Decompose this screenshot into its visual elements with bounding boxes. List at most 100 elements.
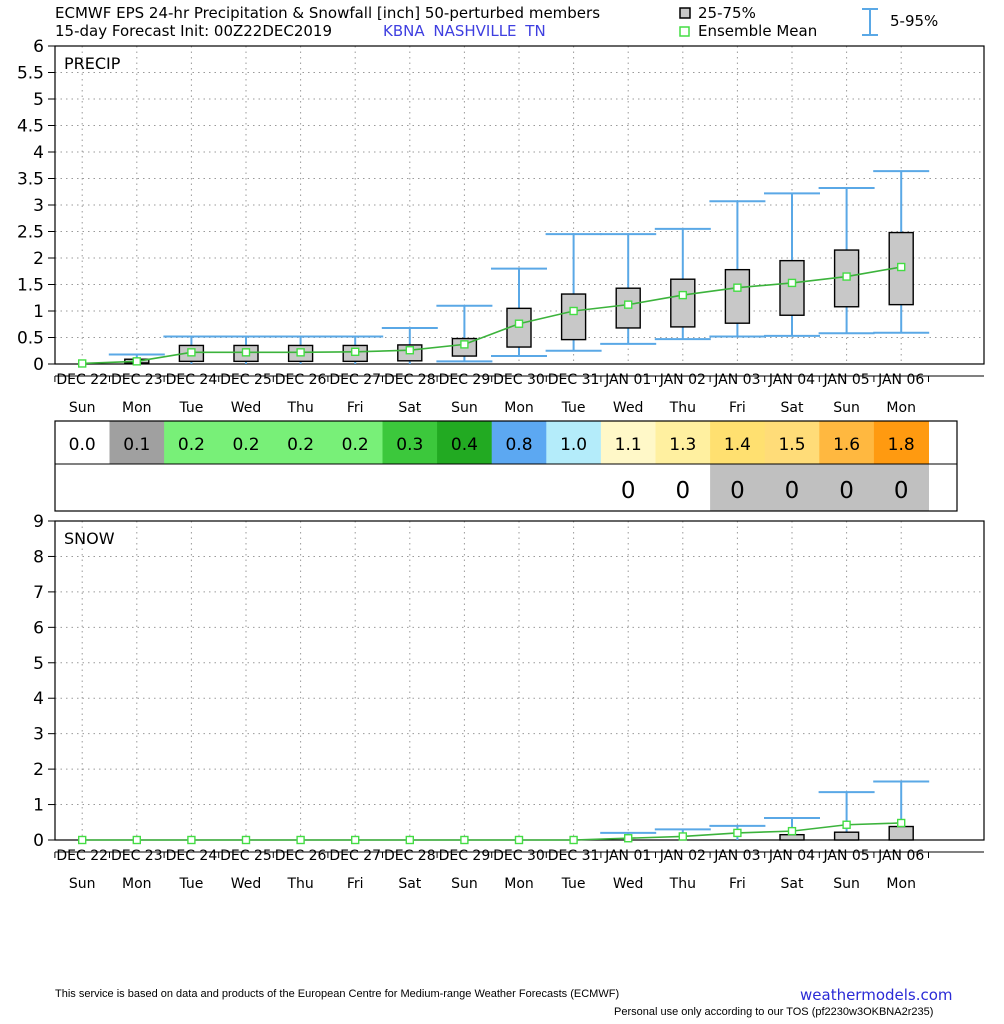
- precip-total-cell: [819, 421, 875, 464]
- legend-range-label: 5-95%: [890, 12, 939, 30]
- chart-title: ECMWF EPS 24-hr Precipitation & Snowfall…: [55, 4, 601, 22]
- mean-marker: [842, 272, 851, 281]
- mean-marker: [351, 835, 360, 845]
- mean-marker: [787, 826, 797, 836]
- x-date-label: DEC 25: [220, 848, 272, 864]
- mean-marker: [624, 834, 633, 843]
- x-date-label: DEC 29: [439, 372, 491, 388]
- precip-total-value: 0.4: [451, 435, 478, 455]
- y-tick-label: 8: [33, 547, 44, 567]
- x-weekday-label: Thu: [286, 400, 313, 416]
- x-weekday-label: Sun: [451, 400, 478, 416]
- footer-tos: Personal use only according to our TOS (…: [614, 1006, 934, 1018]
- y-tick-label: 0: [33, 355, 44, 375]
- x-date-label: JAN 02: [659, 372, 706, 388]
- x-date-label: JAN 05: [822, 848, 869, 864]
- x-date-label: JAN 01: [604, 372, 651, 388]
- snow-total-cell: [710, 464, 766, 511]
- snow-total-cell: [655, 464, 711, 511]
- snow-total-cell: [600, 464, 656, 511]
- precip-panel: 0 0.5 1 1.5 2 2.5 3 3.5 4 4.5 5 5.5 6 PRECIP DEC 22 Sun…: [17, 37, 985, 416]
- precip-total-cell: [273, 421, 329, 464]
- x-weekday-label: Mon: [122, 876, 152, 892]
- mean-marker: [77, 359, 87, 368]
- footer-brand-link[interactable]: weathermodels.com: [800, 986, 953, 1004]
- x-weekday-label: Thu: [669, 876, 696, 892]
- y-tick-label: 3: [33, 196, 44, 216]
- y-tick-label: 2.5: [17, 223, 44, 243]
- mean-marker: [241, 348, 251, 357]
- x-weekday-label: Wed: [231, 400, 262, 416]
- mean-marker: [842, 820, 851, 829]
- precip-total-value: 0.8: [505, 435, 532, 455]
- precip-total-value: 0.1: [123, 435, 150, 455]
- precip-total-cell: [327, 421, 383, 464]
- mean-marker: [733, 283, 742, 292]
- box-25-75: [724, 268, 751, 324]
- mean-marker: [405, 346, 414, 355]
- snow-total-value: 0: [730, 478, 745, 504]
- precip-total-value: 1.8: [888, 435, 915, 455]
- y-tick-label: 5: [33, 654, 44, 674]
- precip-total-cell: [764, 421, 820, 464]
- totals-frame: [54, 420, 958, 512]
- x-weekday-label: Tue: [178, 400, 203, 416]
- box-25-75: [670, 278, 696, 328]
- x-date-label: JAN 05: [822, 372, 869, 388]
- x-weekday-label: Wed: [613, 876, 644, 892]
- x-date-label: DEC 31: [548, 372, 600, 388]
- totals-table: 0.0 0.1 0.2 0.2 0.2 0.2 0.3 0.4 0.8 1.0 1.1 1.3 1.4 1…: [54, 420, 958, 512]
- y-tick-label: 4.5: [17, 117, 44, 137]
- x-weekday-label: Sun: [451, 876, 478, 892]
- legend-range-symbol: [862, 8, 878, 36]
- mean-marker: [678, 290, 687, 300]
- precip-total-value: 0.3: [396, 435, 423, 455]
- snow-total-cell: [819, 464, 875, 511]
- x-date-label: DEC 22: [56, 372, 108, 388]
- x-date-label: DEC 25: [220, 372, 272, 388]
- mean-marker: [514, 319, 524, 328]
- mean-marker: [678, 832, 687, 841]
- precip-total-cell: [437, 421, 493, 464]
- x-date-label: JAN 03: [713, 848, 760, 864]
- box-25-75: [779, 833, 805, 841]
- x-date-label: DEC 24: [166, 848, 218, 864]
- precip-total-cell: [109, 421, 165, 464]
- x-weekday-label: Sat: [781, 876, 804, 892]
- snow-total-cell: [437, 464, 493, 511]
- x-date-label: DEC 26: [275, 848, 327, 864]
- precip-total-value: 0.2: [232, 435, 259, 455]
- x-date-label: DEC 22: [56, 848, 108, 864]
- x-date-label: DEC 28: [384, 848, 436, 864]
- y-tick-label: 0.5: [17, 329, 44, 349]
- y-tick-label: 9: [33, 512, 44, 532]
- precip-total-cell: [54, 421, 110, 464]
- x-weekday-label: Wed: [613, 400, 644, 416]
- mean-marker: [351, 347, 360, 357]
- mean-marker: [296, 835, 305, 845]
- precip-total-value: 0.2: [178, 435, 205, 455]
- x-date-label: DEC 30: [493, 848, 545, 864]
- x-date-label: DEC 29: [439, 848, 491, 864]
- x-weekday-label: Sun: [833, 876, 860, 892]
- precip-total-value: 1.3: [669, 435, 696, 455]
- mean-marker: [132, 357, 142, 366]
- snow-total-value: 0: [894, 478, 909, 504]
- mean-marker: [624, 300, 633, 309]
- snow-total-cell: [382, 464, 438, 511]
- panel-label: PRECIP: [64, 54, 121, 73]
- mean-marker: [187, 348, 196, 357]
- footer-disclaimer: This service is based on data and produc…: [55, 988, 620, 1000]
- x-weekday-label: Mon: [886, 876, 916, 892]
- snow-total-value: 0: [785, 478, 800, 504]
- x-weekday-label: Tue: [561, 400, 586, 416]
- x-weekday-label: Mon: [122, 400, 152, 416]
- precip-total-cell: [218, 421, 274, 464]
- x-date-label: JAN 06: [877, 848, 924, 864]
- box-25-75: [560, 293, 587, 341]
- y-tick-label: 1: [33, 302, 44, 322]
- precip-total-value: 1.4: [724, 435, 751, 455]
- y-tick-label: 0: [33, 831, 44, 851]
- precip-total-cell: [382, 421, 438, 464]
